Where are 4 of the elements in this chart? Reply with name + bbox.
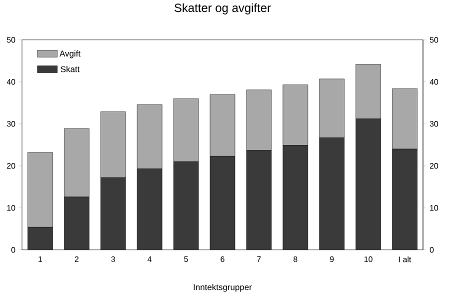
chart-title: Skatter og avgifter	[174, 3, 271, 14]
x-axis-title: Inntektsgrupper	[194, 284, 252, 292]
legend-label: Skatt	[60, 66, 80, 72]
legend-label: Avgift	[60, 50, 80, 58]
